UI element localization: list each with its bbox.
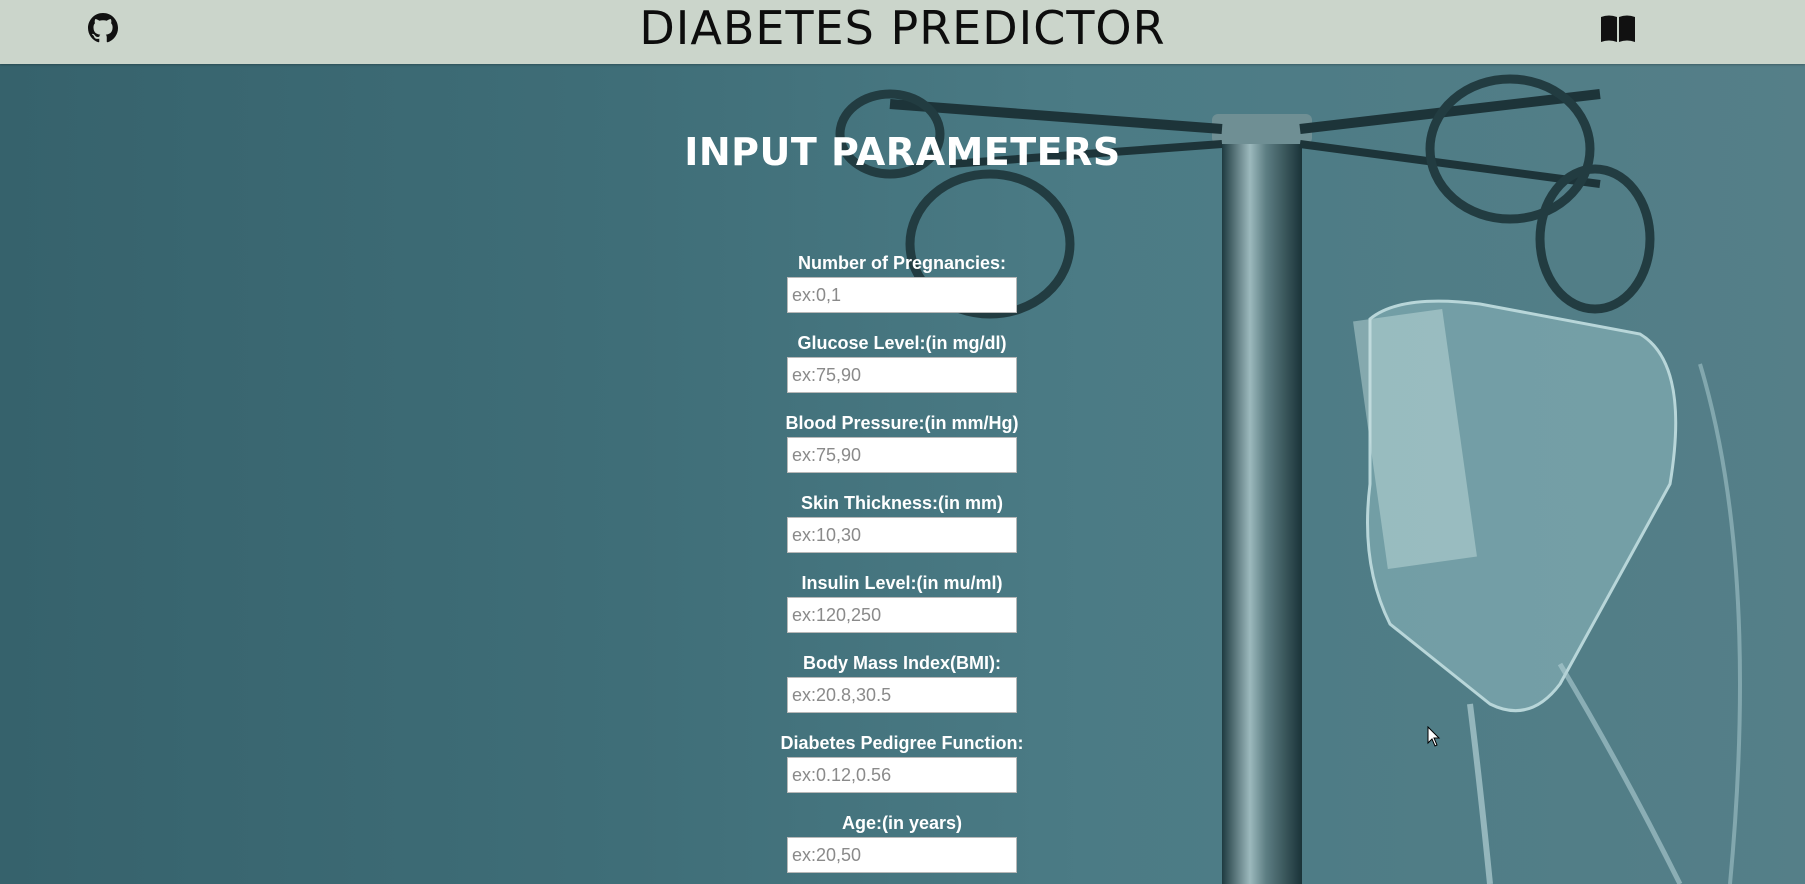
- main-content: INPUT PARAMETERS Number of Pregnancies: …: [0, 64, 1805, 884]
- pedigree-input[interactable]: [787, 757, 1017, 793]
- field-age: Age:(in years): [702, 811, 1102, 884]
- glucose-label: Glucose Level:(in mg/dl): [797, 333, 1007, 353]
- field-pregnancies: Number of Pregnancies:: [702, 251, 1102, 331]
- field-pedigree: Diabetes Pedigree Function:: [702, 731, 1102, 811]
- field-glucose: Glucose Level:(in mg/dl): [702, 331, 1102, 411]
- pregnancies-label: Number of Pregnancies:: [797, 253, 1007, 273]
- age-input[interactable]: [787, 837, 1017, 873]
- insulin-label: Insulin Level:(in mu/ml): [801, 573, 1003, 593]
- pregnancies-input[interactable]: [787, 277, 1017, 313]
- bmi-input[interactable]: [787, 677, 1017, 713]
- field-skin-thickness: Skin Thickness:(in mm): [702, 491, 1102, 571]
- field-bmi: Body Mass Index(BMI):: [702, 651, 1102, 731]
- book-icon[interactable]: [1601, 14, 1635, 42]
- skin-thickness-input[interactable]: [787, 517, 1017, 553]
- section-title: INPUT PARAMETERS: [684, 130, 1121, 174]
- bmi-label: Body Mass Index(BMI):: [802, 653, 1002, 673]
- app-title: DIABETES PREDICTOR: [639, 1, 1166, 55]
- github-icon[interactable]: [88, 13, 118, 43]
- mouse-cursor-icon: [1427, 726, 1441, 747]
- iv-stand-background-image: [835, 74, 1742, 884]
- input-parameters-form: Number of Pregnancies: Glucose Level:(in…: [702, 251, 1102, 884]
- pedigree-label: Diabetes Pedigree Function:: [780, 733, 1024, 753]
- navbar: DIABETES PREDICTOR: [0, 0, 1805, 64]
- insulin-input[interactable]: [787, 597, 1017, 633]
- glucose-input[interactable]: [787, 357, 1017, 393]
- blood-pressure-input[interactable]: [787, 437, 1017, 473]
- field-insulin: Insulin Level:(in mu/ml): [702, 571, 1102, 651]
- age-label: Age:(in years): [841, 813, 963, 833]
- skin-thickness-label: Skin Thickness:(in mm): [800, 493, 1004, 513]
- blood-pressure-label: Blood Pressure:(in mm/Hg): [785, 413, 1019, 433]
- field-blood-pressure: Blood Pressure:(in mm/Hg): [702, 411, 1102, 491]
